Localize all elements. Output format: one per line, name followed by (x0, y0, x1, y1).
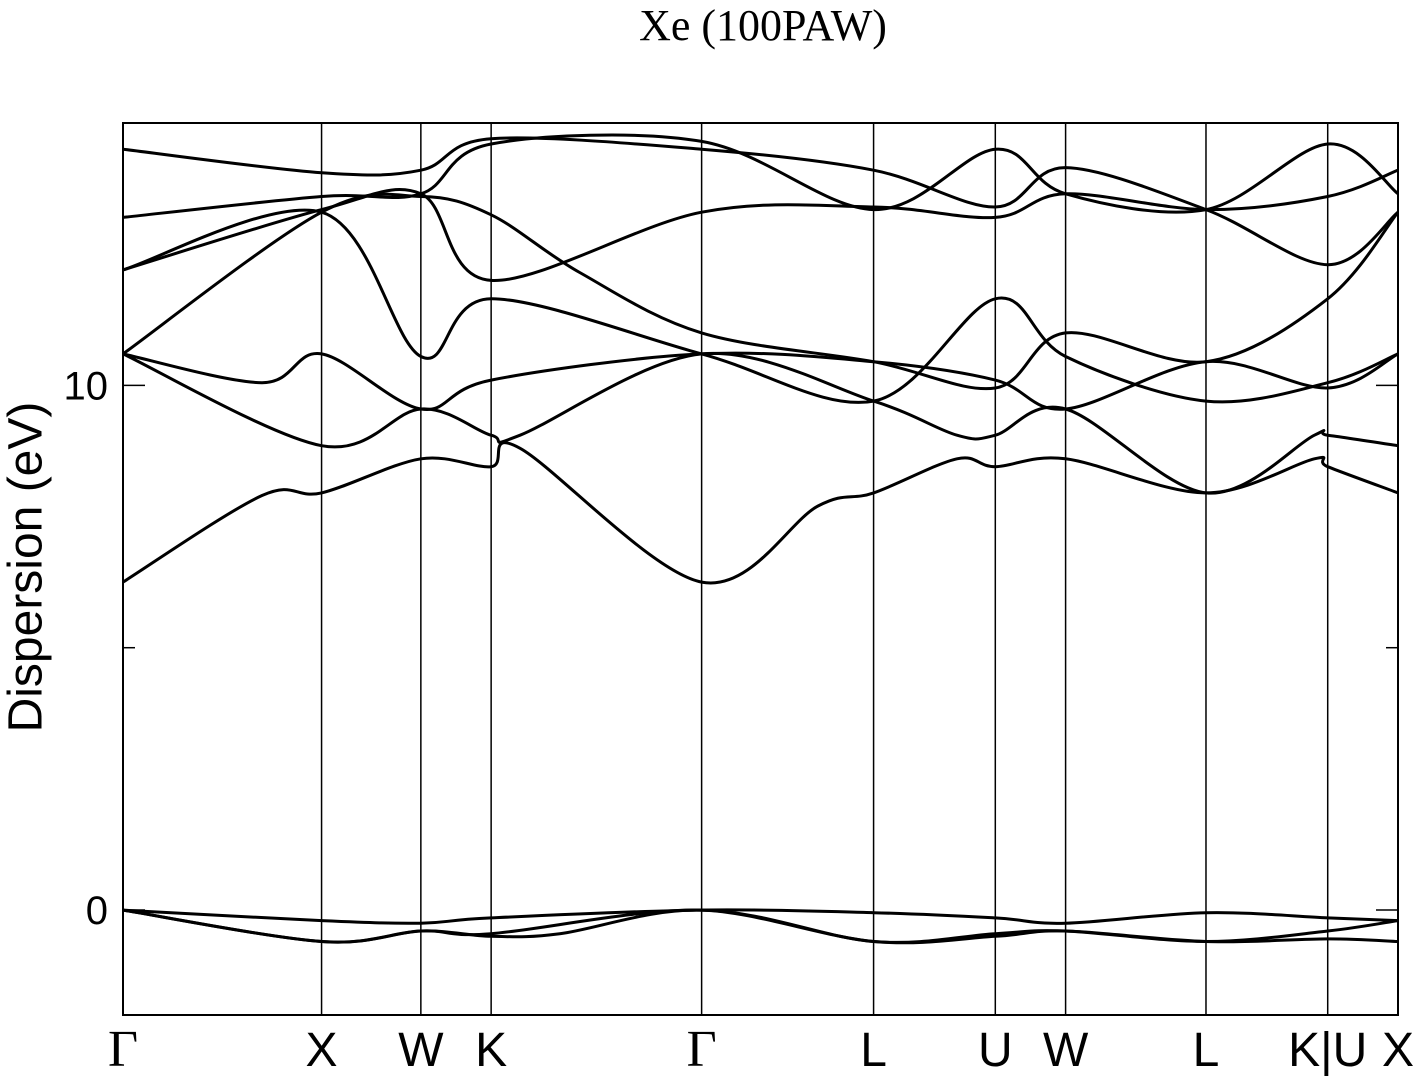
kpoint-dividers (320, 123, 1329, 1015)
band-line-8 (123, 192, 1398, 391)
plot-frame (122, 122, 1399, 1016)
kpoint-label: K (475, 1024, 507, 1077)
kpoint-label: Γ (687, 1021, 717, 1078)
y-tick-label: 0 (86, 889, 108, 933)
band-line-1 (123, 908, 1398, 925)
kpoint-label: L (1193, 1024, 1220, 1077)
band-line-7 (123, 208, 1398, 404)
band-line-2 (123, 908, 1398, 944)
kpoint-label: X (306, 1024, 338, 1077)
kpoint-label: L (860, 1024, 887, 1077)
kpoint-labels: Γ X W K Γ L U W L K|U X (108, 1021, 1414, 1078)
band-line-4 (123, 441, 1398, 585)
band-lines (123, 133, 1398, 945)
y-axis-ticks: 0 10 (64, 122, 1398, 933)
kpoint-label: K|U (1288, 1024, 1367, 1077)
kpoint-label: Γ (108, 1021, 138, 1078)
kpoint-label: X (1382, 1024, 1414, 1077)
band-line-11 (123, 168, 1398, 282)
kpoint-label: W (1043, 1024, 1089, 1077)
y-tick-label: 10 (64, 364, 109, 408)
band-line-10 (123, 136, 1398, 267)
kpoint-label: U (978, 1024, 1013, 1077)
chart-title: Xe (100PAW) (639, 1, 887, 50)
kpoint-label: W (398, 1024, 444, 1077)
band-line-3 (123, 908, 1398, 945)
